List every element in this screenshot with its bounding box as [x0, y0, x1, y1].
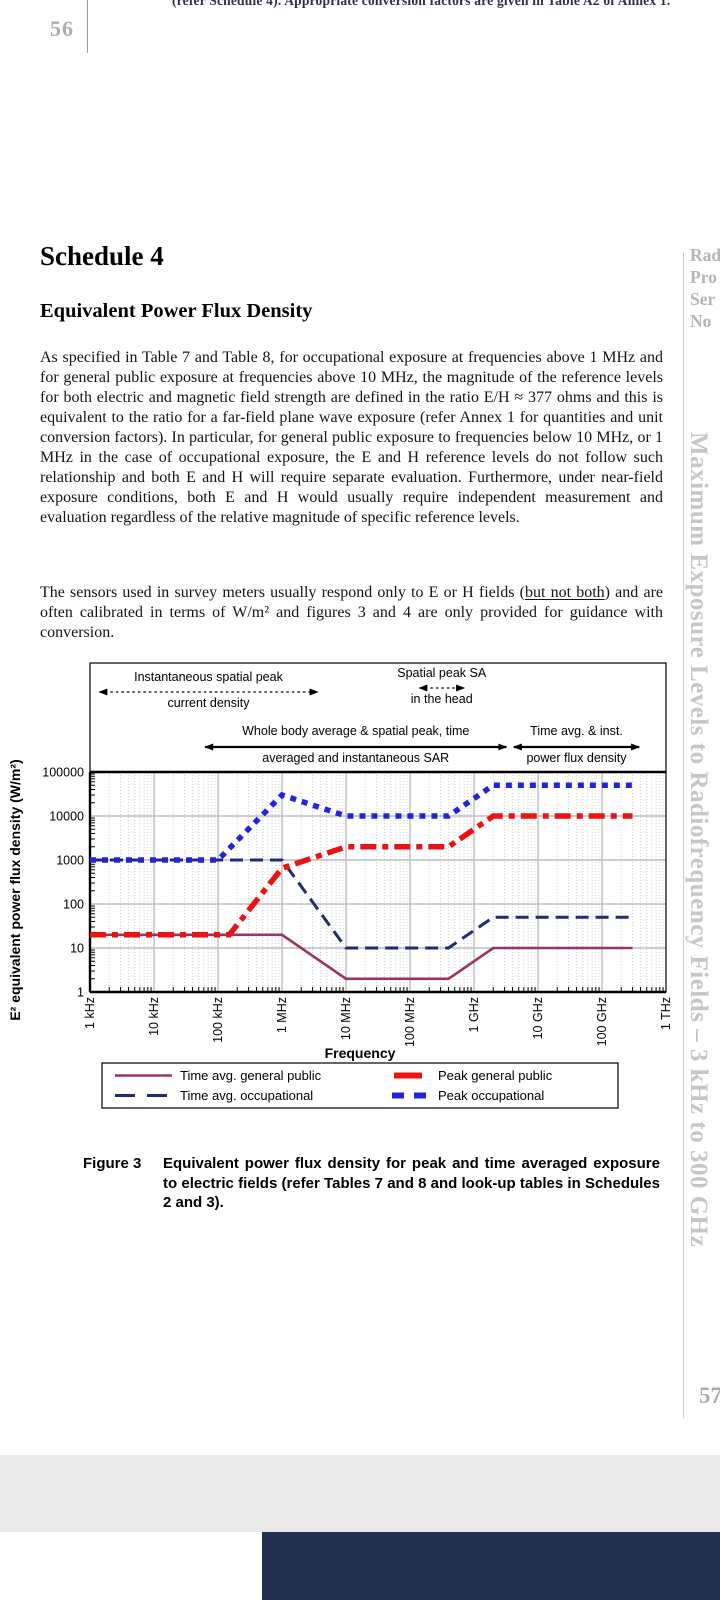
section-subheading: Equivalent Power Flux Density [40, 300, 313, 322]
x-tick-label: 10 kHz [147, 997, 161, 1036]
paragraph-2-post: ) and are often calibrated in terms of W… [40, 584, 664, 641]
x-tick-label: 100 kHz [211, 997, 225, 1043]
sidebar-clipped-line: No [690, 311, 712, 331]
page-number-top: 56 [50, 16, 74, 41]
schedule-heading: Schedule 4 [40, 241, 164, 271]
legend-label: Time avg. general public [180, 1068, 322, 1083]
figure3-power-flux-chart: Instantaneous spatial peak current densit… [7, 662, 673, 1109]
x-tick-label: 10 GHz [531, 997, 545, 1039]
annotation-text: Spatial peak SA [397, 666, 487, 680]
sidebar-clipped-line: Pro [690, 267, 717, 287]
body-paragraph-1: As specified in Table 7 and Table 8, for… [40, 349, 663, 526]
bottom-dark-bar [262, 1532, 720, 1600]
page-bottom-gray-band [0, 1455, 720, 1532]
x-tick-label: 1 kHz [83, 997, 97, 1029]
top-clipped-text-line: (refer Schedule 4). Appropriate conversi… [172, 0, 671, 8]
figure-caption-text: Equivalent power flux density for peak a… [163, 1155, 660, 1211]
page-number-bottom: 57 [699, 1383, 720, 1408]
legend-label: Peak occupational [438, 1088, 544, 1103]
y-tick-label: 100 [63, 898, 84, 912]
sidebar-clipped-text: Rad Pro Ser No [690, 244, 720, 332]
annotation-text: Time avg. & inst. [530, 724, 623, 738]
chart-series-2 [90, 813, 633, 938]
annotation-text: current density [167, 696, 250, 710]
annotation-text: averaged and instantaneous SAR [262, 751, 449, 765]
legend-label: Time avg. occupational [180, 1088, 313, 1103]
sidebar-divider-rule [683, 252, 684, 1418]
x-tick-label: 10 MHz [339, 997, 353, 1040]
legend-box [101, 1062, 619, 1109]
annotation-text: Whole body average & spatial peak, time [242, 724, 469, 738]
header-divider-rule [87, 0, 88, 53]
x-axis-title: Frequency [325, 1045, 396, 1061]
figure-caption: Figure 3 Equivalent power flux density f… [83, 1154, 660, 1213]
sidebar-clipped-line: Rad [690, 245, 720, 265]
x-tick-label: 1 THz [659, 997, 673, 1030]
annotation-text: in the head [411, 692, 473, 706]
y-tick-label: 100000 [42, 766, 84, 780]
chart-series-1 [90, 858, 633, 950]
legend-label: Peak general public [438, 1068, 553, 1083]
x-tick-label: 100 GHz [595, 997, 609, 1046]
y-tick-label: 1000 [56, 854, 84, 868]
paragraph-2-underlined: but not both [524, 584, 605, 601]
y-tick-label: 1 [77, 986, 84, 1000]
x-tick-label: 1 MHz [275, 997, 289, 1033]
x-tick-label: 100 MHz [403, 997, 417, 1047]
y-axis-title: E² equivalent power flux density (W/m²) [7, 759, 23, 1020]
x-tick-label: 1 GHz [467, 997, 481, 1032]
figure-caption-label: Figure 3 [83, 1155, 142, 1172]
sidebar-clipped-line: Ser [690, 289, 716, 309]
annotation-text: Instantaneous spatial peak [134, 670, 283, 684]
annotation-text: power flux density [526, 751, 627, 765]
body-paragraph-2: The sensors used in survey meters usuall… [40, 583, 663, 643]
sidebar-vertical-title: Maximum Exposure Levels to Radiofrequenc… [685, 432, 712, 1248]
y-tick-label: 10 [70, 942, 84, 956]
chart-series-0 [90, 933, 633, 981]
y-tick-label: 10000 [49, 810, 84, 824]
figure-outer-box [89, 662, 667, 993]
paragraph-2-pre: The sensors used in survey meters usuall… [40, 584, 525, 601]
